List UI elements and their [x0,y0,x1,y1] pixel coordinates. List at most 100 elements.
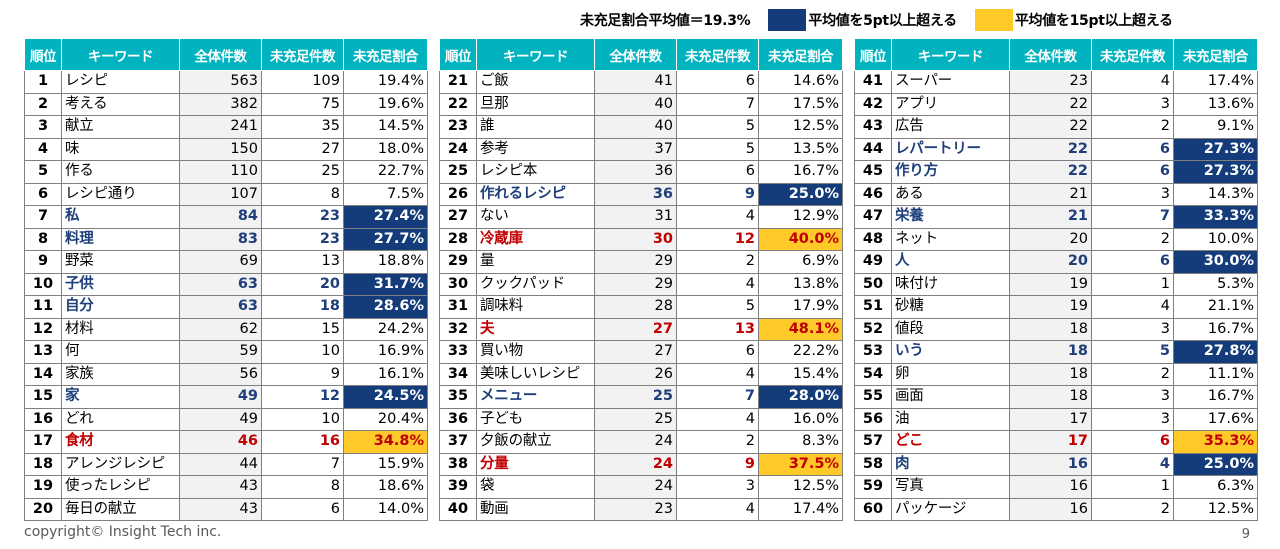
rank-cell: 54 [854,362,892,386]
total-count-cell: 17 [1009,407,1092,431]
average-label: 未充足割合平均値＝19.3% [580,13,751,29]
table-row: 56 油 17 3 17.6% [854,407,1258,431]
rank-cell: 49 [854,250,892,274]
unmet-ratio-cell: 15.9% [343,452,428,476]
keyword-cell: 夕飯の献立 [476,430,595,454]
rank-cell: 20 [24,497,62,521]
keyword-cell: ある [891,182,1010,206]
unmet-count-cell: 12 [676,227,759,251]
yellow-swatch [974,9,1013,31]
unmet-ratio-cell: 24.5% [343,385,428,409]
unmet-ratio-cell: 28.0% [758,385,843,409]
unmet-ratio-cell: 10.0% [1173,227,1258,251]
unmet-count-cell: 20 [261,272,344,296]
unmet-ratio-cell: 35.3% [1173,430,1258,454]
keyword-cell: 作れるレシピ [476,182,595,206]
unmet-count-cell: 6 [1091,430,1174,454]
unmet-ratio-cell: 13.8% [758,272,843,296]
keyword-cell: パッケージ [891,497,1010,521]
table-row: 8 料理 83 23 27.7% [24,227,428,251]
unmet-ratio-cell: 34.8% [343,430,428,454]
keyword-cell: アプリ [891,92,1010,116]
rank-cell: 30 [439,272,477,296]
table-row: 20 毎日の献立 43 6 14.0% [24,497,428,521]
total-count-cell: 27 [594,317,677,341]
unmet-count-cell: 109 [261,70,344,94]
unmet-count-cell: 3 [1091,92,1174,116]
keyword-cell: ない [476,205,595,229]
unmet-count-cell: 3 [1091,385,1174,409]
rank-cell: 9 [24,250,62,274]
rank-cell: 10 [24,272,62,296]
rank-cell: 4 [24,137,62,161]
keyword-cell: 広告 [891,115,1010,139]
unmet-count-cell: 10 [261,407,344,431]
table-row: 32 夫 27 13 48.1% [439,317,843,341]
table-row: 19 使ったレシピ 43 8 18.6% [24,475,428,499]
keyword-cell: いう [891,340,1010,364]
unmet-count-cell: 5 [676,295,759,319]
rank-cell: 29 [439,250,477,274]
table-row: 42 アプリ 22 3 13.6% [854,92,1258,116]
unmet-ratio-cell: 20.4% [343,407,428,431]
total-count-cell: 22 [1009,137,1092,161]
keyword-cell: 作る [61,160,180,184]
keyword-cell: レシピ [61,70,180,94]
keyword-cell: 卵 [891,362,1010,386]
rank-cell: 48 [854,227,892,251]
total-header: 全体件数 [1009,38,1092,71]
unmet-count-cell: 9 [676,182,759,206]
unmet-ratio-cell: 14.3% [1173,182,1258,206]
total-count-cell: 27 [594,340,677,364]
total-count-cell: 29 [594,272,677,296]
unmet-count-cell: 23 [261,227,344,251]
unmet-count-cell: 23 [261,205,344,229]
rank-cell: 24 [439,137,477,161]
table-row: 7 私 84 23 27.4% [24,205,428,229]
unmet-count-cell: 2 [1091,497,1174,521]
total-count-cell: 43 [179,475,262,499]
keyword-cell: 画面 [891,385,1010,409]
rank-cell: 2 [24,92,62,116]
total-count-cell: 20 [1009,227,1092,251]
unmet-count-cell: 4 [1091,452,1174,476]
keyword-cell: 毎日の献立 [61,497,180,521]
rank-cell: 47 [854,205,892,229]
unmet-ratio-cell: 6.3% [1173,475,1258,499]
table-row: 58 肉 16 4 25.0% [854,452,1258,476]
unmet-ratio-cell: 21.1% [1173,295,1258,319]
rank-cell: 45 [854,160,892,184]
unmet-ratio-cell: 11.1% [1173,362,1258,386]
total-count-cell: 382 [179,92,262,116]
unmet-ratio-cell: 14.0% [343,497,428,521]
unmet-count-header: 未充足件数 [261,38,344,71]
total-count-cell: 16 [1009,475,1092,499]
unmet-ratio-cell: 22.7% [343,160,428,184]
unmet-count-cell: 3 [1091,407,1174,431]
rank-cell: 27 [439,205,477,229]
table-row: 23 誰 40 5 12.5% [439,115,843,139]
unmet-count-cell: 2 [676,250,759,274]
total-count-cell: 18 [1009,385,1092,409]
keyword-cell: どこ [891,430,1010,454]
unmet-count-cell: 15 [261,317,344,341]
table-row: 37 夕飯の献立 24 2 8.3% [439,430,843,454]
keyword-cell: ネット [891,227,1010,251]
keyword-cell: アレンジレシピ [61,452,180,476]
unmet-ratio-cell: 15.4% [758,362,843,386]
table-row: 31 調味料 28 5 17.9% [439,295,843,319]
keyword-cell: 油 [891,407,1010,431]
rank-cell: 36 [439,407,477,431]
rank-cell: 40 [439,497,477,521]
total-count-cell: 49 [179,385,262,409]
unmet-count-header: 未充足件数 [676,38,759,71]
unmet-ratio-cell: 27.4% [343,205,428,229]
table-row: 46 ある 21 3 14.3% [854,182,1258,206]
unmet-count-cell: 5 [676,115,759,139]
unmet-ratio-cell: 16.7% [1173,385,1258,409]
unmet-ratio-cell: 12.5% [758,475,843,499]
keyword-cell: 美味しいレシピ [476,362,595,386]
unmet-count-cell: 6 [676,340,759,364]
table-row: 26 作れるレシピ 36 9 25.0% [439,182,843,206]
unmet-ratio-cell: 25.0% [1173,452,1258,476]
